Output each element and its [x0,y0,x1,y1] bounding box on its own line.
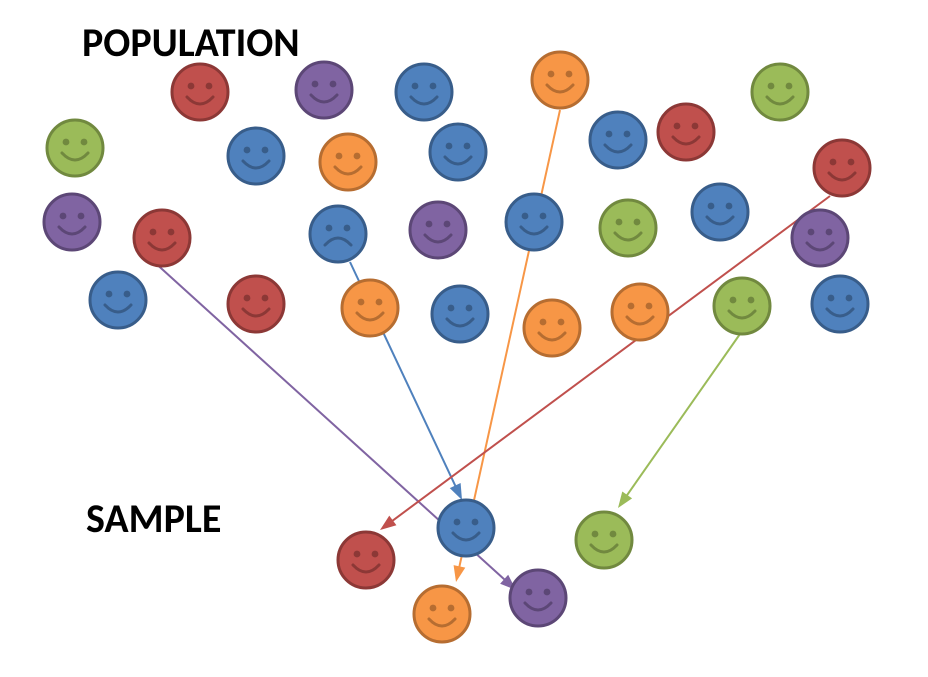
sample-label: SAMPLE [86,494,221,543]
population-face-green [43,116,107,180]
sample-face-red [334,528,398,592]
population-face-blue [426,120,490,184]
population-face-orange [520,296,584,360]
population-face-orange [316,130,380,194]
diagram-stage: POPULATION SAMPLE [0,0,928,677]
population-face-purple [40,190,104,254]
population-face-blue [306,202,370,266]
population-face-blue [586,108,650,172]
arrow-head-icon [618,491,632,508]
population-face-orange [528,48,592,112]
population-face-blue [688,180,752,244]
population-face-blue [224,124,288,188]
population-face-orange [608,280,672,344]
population-face-green [596,196,660,260]
population-face-purple [406,198,470,262]
population-face-green [710,274,774,338]
arrow-head-icon [454,565,466,582]
population-face-blue [86,268,150,332]
population-face-orange [338,276,402,340]
sample-face-blue [434,496,498,560]
population-face-red [810,136,874,200]
sample-face-green [572,508,636,572]
population-face-blue [808,272,872,336]
population-face-green [748,60,812,124]
population-face-red [130,206,194,270]
population-face-red [654,100,718,164]
sample-face-orange [410,582,474,646]
sample-face-purple [506,566,570,630]
population-face-red [224,272,288,336]
population-face-blue [502,190,566,254]
population-face-blue [392,60,456,124]
population-face-purple [788,206,852,270]
population-face-red [168,60,232,124]
population-face-purple [292,58,356,122]
population-face-blue [428,282,492,346]
arrow-line [624,334,740,500]
